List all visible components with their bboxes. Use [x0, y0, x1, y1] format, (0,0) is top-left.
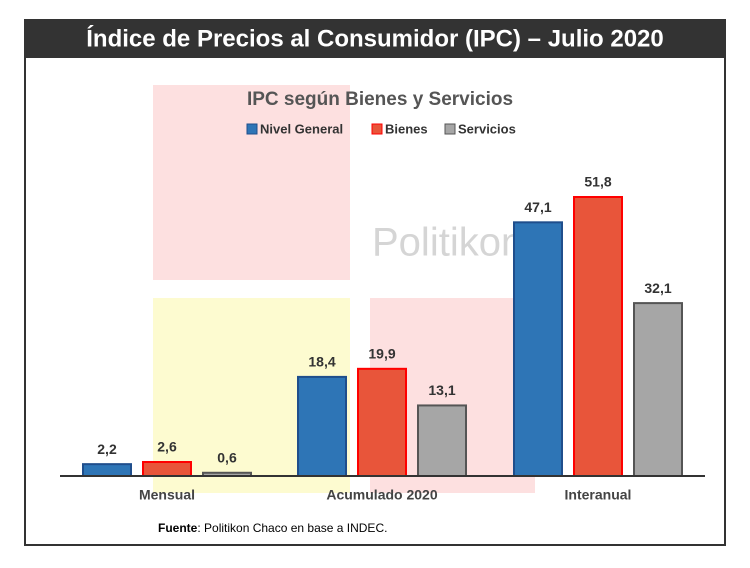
source-text: : Politikon Chaco en base a INDEC.	[197, 521, 387, 535]
data-label: 32,1	[644, 280, 671, 296]
banner: Índice de Precios al Consumidor (IPC) – …	[86, 24, 664, 52]
watermark: Politikon	[372, 221, 523, 265]
legend-swatch	[246, 123, 258, 135]
data-label: 0,6	[217, 449, 237, 465]
bar	[573, 196, 623, 477]
bar	[297, 375, 347, 477]
data-label: 19,9	[368, 346, 395, 362]
data-label: 13,1	[428, 382, 455, 398]
data-label: 18,4	[308, 354, 335, 370]
legend-swatch	[371, 123, 383, 135]
x-tick-label: Acumulado 2020	[326, 487, 437, 503]
legend-label: Nivel General	[260, 121, 343, 136]
x-tick-label: Interanual	[565, 487, 632, 503]
data-label: 2,2	[97, 441, 117, 457]
legend-swatch	[444, 123, 456, 135]
bar	[633, 302, 683, 477]
deco	[153, 85, 350, 280]
bar	[82, 463, 132, 477]
source: Fuente: Politikon Chaco en base a INDEC.	[158, 521, 387, 535]
bar	[357, 367, 407, 477]
legend-label: Bienes	[385, 121, 428, 136]
data-label: 51,8	[584, 174, 611, 190]
source-label: Fuente	[158, 521, 198, 535]
bar	[417, 404, 467, 477]
data-label: 2,6	[157, 439, 177, 455]
legend-label: Servicios	[458, 121, 516, 136]
x-tick-label: Mensual	[139, 487, 195, 503]
bar	[513, 221, 563, 477]
bar	[142, 460, 192, 477]
chart-title: IPC según Bienes y Servicios	[247, 89, 513, 110]
data-label: 47,1	[524, 199, 551, 215]
banner-bg	[25, 20, 725, 58]
